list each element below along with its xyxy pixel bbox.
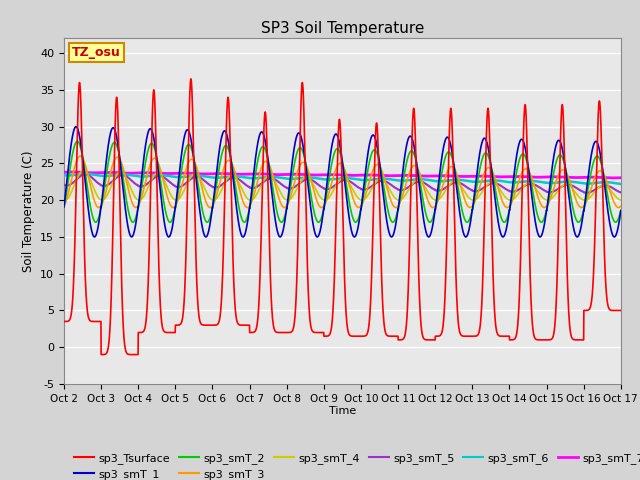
sp3_smT_5 bbox=[546, 190, 554, 195]
sp3_smT_6 bbox=[157, 172, 164, 178]
sp3_Tsurface bbox=[124, 351, 131, 357]
sp3_smT_4 bbox=[581, 197, 589, 203]
sp3_smT_7 bbox=[606, 175, 614, 181]
sp3_smT_5 bbox=[81, 171, 89, 177]
sp3_smT_4 bbox=[60, 197, 68, 203]
sp3_smT_3 bbox=[77, 153, 84, 159]
sp3_smT_6 bbox=[60, 172, 68, 178]
sp3_smT_1 bbox=[124, 222, 132, 228]
Line: sp3_smT_5: sp3_smT_5 bbox=[64, 174, 621, 193]
Line: sp3_smT_7: sp3_smT_7 bbox=[64, 172, 621, 178]
sp3_smT_4 bbox=[617, 197, 625, 203]
Line: sp3_Tsurface: sp3_Tsurface bbox=[64, 79, 621, 355]
Legend: sp3_Tsurface, sp3_smT_1, sp3_smT_2, sp3_smT_3, sp3_smT_4, sp3_smT_5, sp3_smT_6, : sp3_Tsurface, sp3_smT_1, sp3_smT_2, sp3_… bbox=[70, 448, 640, 480]
sp3_smT_4 bbox=[546, 197, 554, 203]
sp3_smT_3 bbox=[615, 204, 623, 210]
sp3_Tsurface bbox=[547, 337, 554, 343]
sp3_smT_3 bbox=[606, 188, 614, 194]
sp3_Tsurface bbox=[134, 352, 142, 358]
sp3_smT_3 bbox=[617, 204, 625, 209]
sp3_smT_3 bbox=[124, 184, 132, 190]
sp3_Tsurface bbox=[157, 309, 164, 314]
sp3_smT_5 bbox=[298, 179, 306, 184]
sp3_smT_2 bbox=[274, 212, 282, 218]
sp3_smT_6 bbox=[606, 180, 614, 185]
sp3_smT_7 bbox=[60, 169, 68, 175]
X-axis label: Time: Time bbox=[329, 407, 356, 417]
sp3_smT_1 bbox=[617, 208, 625, 214]
sp3_smT_6 bbox=[546, 180, 554, 186]
sp3_smT_4 bbox=[124, 178, 132, 184]
sp3_Tsurface bbox=[298, 81, 306, 86]
sp3_smT_6 bbox=[124, 172, 132, 178]
sp3_smT_7 bbox=[124, 170, 132, 176]
sp3_smT_3 bbox=[298, 160, 306, 166]
Title: SP3 Soil Temperature: SP3 Soil Temperature bbox=[260, 21, 424, 36]
sp3_smT_7 bbox=[617, 175, 625, 180]
sp3_smT_4 bbox=[606, 187, 614, 193]
sp3_smT_7 bbox=[546, 174, 554, 180]
sp3_smT_7 bbox=[274, 172, 282, 178]
sp3_smT_2 bbox=[606, 205, 614, 211]
sp3_Tsurface bbox=[606, 307, 614, 313]
sp3_smT_5 bbox=[606, 184, 614, 190]
sp3_Tsurface bbox=[617, 308, 625, 313]
sp3_smT_4 bbox=[157, 172, 164, 178]
sp3_smT_7 bbox=[157, 170, 164, 176]
sp3_smT_5 bbox=[124, 174, 132, 180]
sp3_smT_2 bbox=[298, 146, 306, 152]
sp3_smT_5 bbox=[60, 182, 68, 188]
sp3_smT_1 bbox=[298, 137, 306, 143]
sp3_Tsurface bbox=[60, 319, 68, 324]
sp3_smT_5 bbox=[583, 190, 591, 196]
Line: sp3_smT_6: sp3_smT_6 bbox=[64, 174, 621, 184]
sp3_smT_1 bbox=[72, 124, 80, 130]
sp3_smT_5 bbox=[617, 190, 625, 195]
sp3_smT_6 bbox=[274, 174, 282, 180]
sp3_Tsurface bbox=[187, 76, 195, 82]
sp3_smT_3 bbox=[546, 197, 554, 203]
sp3_smT_3 bbox=[274, 191, 282, 197]
Line: sp3_smT_1: sp3_smT_1 bbox=[64, 127, 621, 237]
sp3_smT_7 bbox=[298, 171, 306, 177]
sp3_smT_6 bbox=[82, 171, 90, 177]
sp3_smT_2 bbox=[60, 204, 68, 210]
Text: TZ_osu: TZ_osu bbox=[72, 46, 121, 59]
sp3_smT_2 bbox=[74, 138, 81, 144]
sp3_smT_1 bbox=[157, 191, 164, 197]
sp3_smT_1 bbox=[274, 229, 282, 235]
sp3_smT_4 bbox=[298, 177, 306, 183]
sp3_smT_6 bbox=[617, 181, 625, 187]
sp3_Tsurface bbox=[274, 330, 282, 336]
sp3_smT_1 bbox=[606, 222, 614, 228]
sp3_smT_6 bbox=[298, 175, 306, 181]
sp3_smT_2 bbox=[124, 204, 132, 210]
Line: sp3_smT_3: sp3_smT_3 bbox=[64, 156, 621, 207]
sp3_smT_3 bbox=[157, 168, 164, 174]
sp3_smT_3 bbox=[60, 203, 68, 209]
sp3_smT_4 bbox=[79, 168, 87, 174]
Y-axis label: Soil Temperature (C): Soil Temperature (C) bbox=[22, 150, 35, 272]
sp3_smT_4 bbox=[274, 184, 282, 190]
sp3_smT_5 bbox=[157, 173, 164, 179]
sp3_smT_5 bbox=[274, 179, 282, 184]
sp3_smT_7 bbox=[68, 169, 76, 175]
sp3_smT_1 bbox=[611, 234, 618, 240]
Line: sp3_smT_4: sp3_smT_4 bbox=[64, 171, 621, 200]
sp3_smT_7 bbox=[609, 175, 616, 181]
Line: sp3_smT_2: sp3_smT_2 bbox=[64, 141, 621, 222]
sp3_smT_2 bbox=[617, 207, 625, 213]
sp3_smT_2 bbox=[157, 180, 164, 185]
sp3_smT_2 bbox=[546, 190, 554, 196]
sp3_smT_1 bbox=[60, 204, 68, 210]
sp3_smT_2 bbox=[612, 219, 620, 225]
sp3_smT_1 bbox=[546, 181, 554, 187]
